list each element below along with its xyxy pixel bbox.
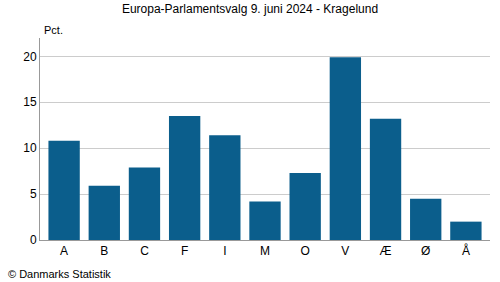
svg-text:Å: Å [462,243,470,258]
svg-text:0: 0 [30,233,37,247]
svg-text:A: A [60,244,68,258]
svg-text:O: O [301,244,310,258]
svg-text:M: M [260,244,270,258]
svg-text:Europa-Parlamentsvalg 9. juni: Europa-Parlamentsvalg 9. juni 2024 - Kra… [122,2,378,16]
svg-text:10: 10 [23,141,37,155]
svg-text:F: F [181,244,188,258]
svg-text:B: B [100,244,108,258]
svg-text:C: C [140,244,149,258]
svg-text:V: V [341,244,349,258]
svg-text:Ø: Ø [421,244,430,258]
svg-text:5: 5 [30,187,37,201]
svg-text:I: I [223,244,226,258]
svg-text:Æ: Æ [380,244,392,258]
svg-text:15: 15 [23,95,37,109]
svg-text:20: 20 [23,50,37,64]
svg-text:Pct.: Pct. [44,24,63,36]
svg-text:© Danmarks Statistik: © Danmarks Statistik [8,268,111,280]
